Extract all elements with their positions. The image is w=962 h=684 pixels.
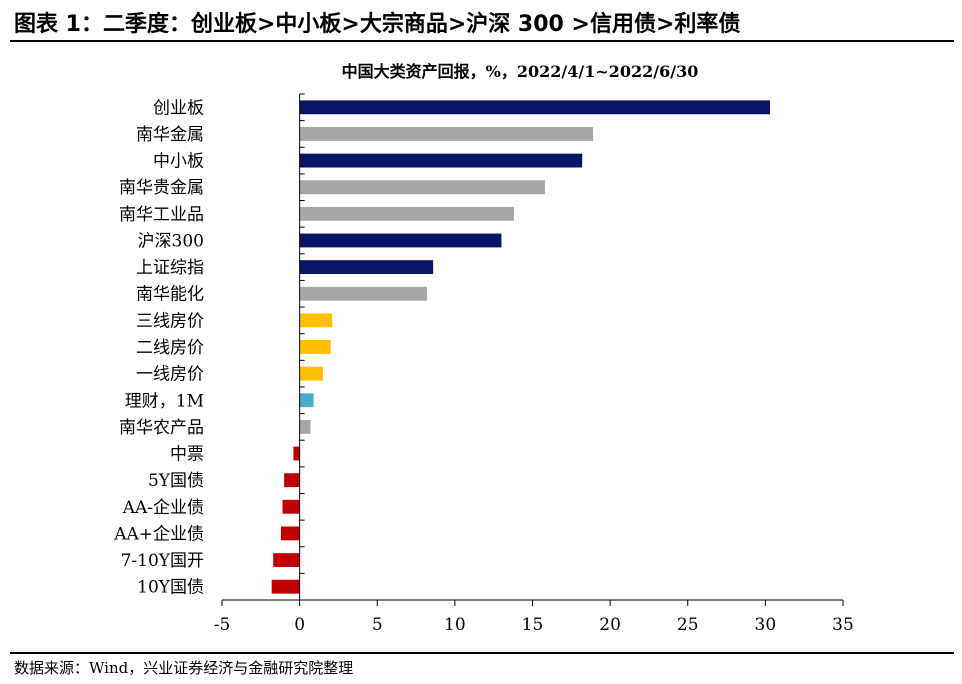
category-label: 沪深300	[138, 231, 204, 251]
bar-4	[299, 180, 545, 195]
bar-1	[299, 100, 771, 115]
category-label: 二线房价	[136, 338, 204, 358]
bar-12	[299, 393, 314, 408]
figure-title: 图表 1：二季度：创业板>中小板>大宗商品>沪深 300 >信用债>利率债	[14, 12, 741, 37]
bar-chart: 中国大类资产回报，%，2022/4/1~2022/6/30 创业板南华金属中小板…	[113, 62, 854, 635]
bar-18	[273, 553, 300, 567]
category-label: 理财，1M	[125, 391, 204, 411]
x-tick-label: -5	[214, 615, 231, 635]
x-tick-label: 5	[372, 615, 383, 635]
bar-13	[299, 419, 311, 434]
source-note: 数据来源：Wind，兴业证券经济与金融研究院整理	[14, 659, 354, 677]
category-label: 7-10Y国开	[121, 551, 204, 571]
top-rule	[10, 40, 954, 42]
bar-7	[299, 260, 434, 275]
category-label: 创业板	[153, 98, 204, 118]
axes: -5 0 5 10 15 20 25 30 35	[214, 93, 854, 635]
category-label: 南华农产品	[119, 418, 204, 438]
bar-14	[293, 446, 300, 461]
bar-6	[299, 233, 502, 248]
bar-5	[299, 206, 514, 221]
bar-19	[271, 579, 300, 594]
x-tick-label: 15	[522, 615, 544, 635]
x-tick-label: 35	[832, 615, 854, 635]
category-label: 中票	[170, 445, 204, 465]
bar-2	[299, 127, 594, 141]
x-tick-label: 10	[444, 615, 466, 635]
bar-3	[299, 153, 583, 168]
chart-title: 中国大类资产回报，%，2022/4/1~2022/6/30	[342, 62, 699, 81]
bottom-rule	[10, 652, 954, 654]
category-label: 南华工业品	[119, 205, 204, 225]
category-label: AA+企业债	[113, 524, 204, 544]
category-label: 5Y国债	[148, 471, 204, 491]
x-tick-label: 30	[755, 615, 777, 635]
bar-16	[282, 499, 300, 514]
category-label: 南华能化	[136, 285, 204, 305]
bar-15	[284, 473, 300, 488]
x-tick-label: 20	[599, 615, 621, 635]
category-label: 三线房价	[136, 311, 204, 331]
bar-9	[299, 313, 333, 328]
bars-layer	[271, 100, 771, 594]
bar-17	[280, 526, 300, 541]
category-label: AA-企业债	[122, 498, 204, 518]
bar-8	[299, 286, 427, 301]
category-label: 中小板	[153, 152, 204, 172]
category-label: 南华贵金属	[119, 178, 204, 198]
category-label: 南华金属	[136, 125, 204, 145]
x-tick-label: 25	[677, 615, 699, 635]
category-label: 一线房价	[136, 365, 204, 385]
category-label: 上证综指	[136, 258, 204, 278]
bar-11	[299, 366, 323, 381]
bar-10	[299, 340, 331, 354]
category-label: 10Y国债	[137, 578, 204, 598]
x-tick-label: 0	[294, 615, 305, 635]
